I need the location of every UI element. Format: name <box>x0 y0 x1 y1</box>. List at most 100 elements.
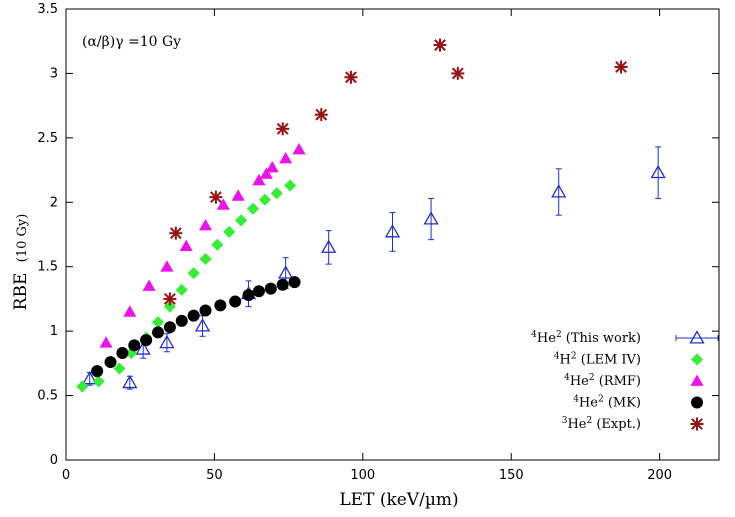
marker-shape <box>242 289 255 302</box>
data-point <box>433 38 447 52</box>
legend-label-tail: (RMF) <box>595 374 641 389</box>
marker-shape <box>194 318 211 332</box>
data-point <box>135 341 151 355</box>
legend-label-base: He <box>570 374 589 389</box>
data-point <box>159 334 175 349</box>
marker-shape <box>211 238 224 251</box>
marker-shape <box>279 151 293 164</box>
marker-shape <box>152 326 165 339</box>
data-point <box>216 198 230 210</box>
marker-shape <box>288 276 301 289</box>
marker-shape <box>163 300 176 313</box>
y-axis-title-sub: (10 Gy) <box>15 214 30 263</box>
data-point <box>229 295 242 308</box>
data-point <box>99 336 113 348</box>
marker-shape <box>246 202 259 215</box>
data-point <box>235 214 248 227</box>
data-point <box>122 374 138 389</box>
legend-label-tail: (Expt.) <box>592 417 641 432</box>
data-point <box>246 202 259 215</box>
legend-label-sup1: 4 <box>564 373 570 383</box>
marker-shape <box>689 330 705 344</box>
marker-shape <box>423 211 439 225</box>
marker-stroke <box>163 293 176 305</box>
marker-shape <box>123 305 137 317</box>
marker-shape <box>199 252 212 265</box>
marker-shape <box>650 164 666 179</box>
marker-shape <box>104 356 117 369</box>
marker-shape <box>223 225 236 238</box>
marker-stroke <box>276 122 289 135</box>
y-tick-label: 3 <box>50 66 58 81</box>
data-point <box>194 318 211 332</box>
data-point <box>160 260 174 272</box>
marker-shape <box>82 371 98 385</box>
marker-shape <box>259 167 273 179</box>
legend-marker <box>691 353 703 366</box>
marker-shape <box>199 304 212 317</box>
marker-shape <box>252 173 266 186</box>
data-point <box>76 380 89 393</box>
data-point <box>423 211 439 225</box>
marker-shape <box>135 341 151 355</box>
data-point <box>187 309 200 322</box>
marker-shape <box>690 374 704 386</box>
data-point <box>252 285 265 298</box>
data-point <box>209 190 223 204</box>
marker-shape <box>152 316 165 329</box>
marker-shape <box>235 214 248 227</box>
data-point <box>214 299 227 312</box>
marker-shape <box>231 189 245 201</box>
data-point <box>258 193 271 206</box>
data-point <box>82 371 98 385</box>
x-tick-label: 150 <box>499 468 524 483</box>
data-point <box>276 278 289 291</box>
data-point <box>211 238 224 251</box>
data-point <box>175 314 188 327</box>
marker-shape <box>691 353 703 366</box>
marker-shape <box>258 193 271 206</box>
data-point <box>179 239 193 251</box>
data-point <box>259 167 273 179</box>
data-point <box>344 70 358 84</box>
legend-entry: 4He2 (RMF) <box>564 373 704 389</box>
marker-shape <box>175 283 188 296</box>
marker-shape <box>691 396 703 409</box>
data-point <box>264 282 277 295</box>
plot-frame-rect <box>65 8 720 461</box>
svg-text:RBE (10 Gy): RBE (10 Gy) <box>11 214 31 311</box>
y-axis-title: RBE (10 Gy) <box>11 214 31 311</box>
marker-shape <box>76 380 89 393</box>
marker-shape <box>265 160 279 173</box>
data-point <box>113 362 126 375</box>
data-point <box>384 224 401 238</box>
marker-shape <box>321 239 337 253</box>
legend-label-sup1: 4 <box>531 330 537 340</box>
marker-stroke <box>315 108 328 121</box>
data-point <box>199 304 212 317</box>
data-point <box>223 225 236 238</box>
y-tick-label: 1 <box>50 324 58 339</box>
legend-label-base: He <box>567 417 586 432</box>
data-point <box>104 356 117 369</box>
legend-label-sup1: 4 <box>573 395 579 405</box>
legend-label-sup2: 2 <box>598 395 604 405</box>
marker-shape <box>142 279 156 291</box>
data-point <box>163 321 176 334</box>
data-point <box>140 334 153 347</box>
plot-series <box>76 38 666 393</box>
data-point <box>279 151 293 164</box>
legend-entry: 3He2 (Expt.) <box>562 416 704 432</box>
legend-label-sup2: 2 <box>556 330 562 340</box>
marker-shape <box>278 265 294 279</box>
x-axis-title: LET (keV/µm) <box>339 490 458 510</box>
marker-stroke <box>615 61 627 73</box>
x-tick-label: 50 <box>206 468 223 483</box>
data-point <box>451 66 465 80</box>
marker-shape <box>99 336 113 348</box>
marker-shape <box>252 285 265 298</box>
y-axis-title-main: RBE <box>11 273 31 311</box>
legend-label-sup2: 2 <box>589 373 595 383</box>
x-tick-label: 0 <box>62 468 70 483</box>
